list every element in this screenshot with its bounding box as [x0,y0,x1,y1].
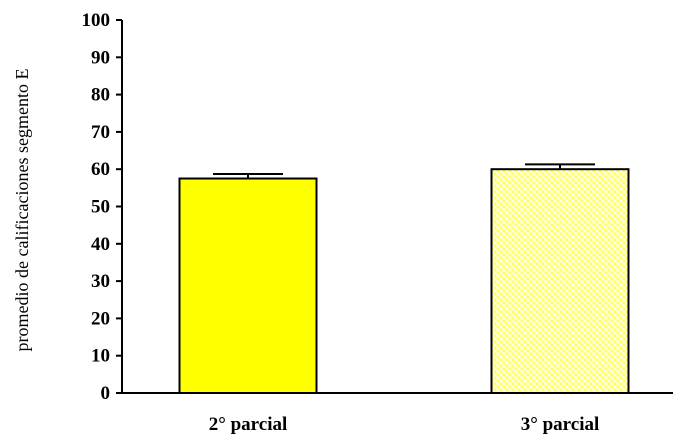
y-tick-label: 0 [101,383,111,404]
y-tick-label: 20 [91,308,110,329]
bar-2 [490,168,630,394]
y-tick-label: 10 [91,346,110,367]
y-tick-label: 60 [91,159,110,180]
x-category-label: 2° parcial [209,414,288,435]
y-tick-label: 50 [91,197,110,218]
bar-1 [178,177,318,394]
y-axis-title: promedio de calificaciones segmento E [12,69,32,352]
y-tick-label: 90 [91,47,110,68]
y-tick-label: 40 [91,234,110,255]
x-category-label: 3° parcial [521,414,600,435]
labels: 0 10 20 30 40 50 60 70 80 90 100 2° parcial 3° parci… [82,10,600,435]
y-tick-label: 30 [91,271,110,292]
bars [178,163,630,394]
y-tick-label: 100 [82,10,111,31]
y-tick-label: 70 [91,122,110,143]
y-tick-label: 80 [91,85,110,106]
